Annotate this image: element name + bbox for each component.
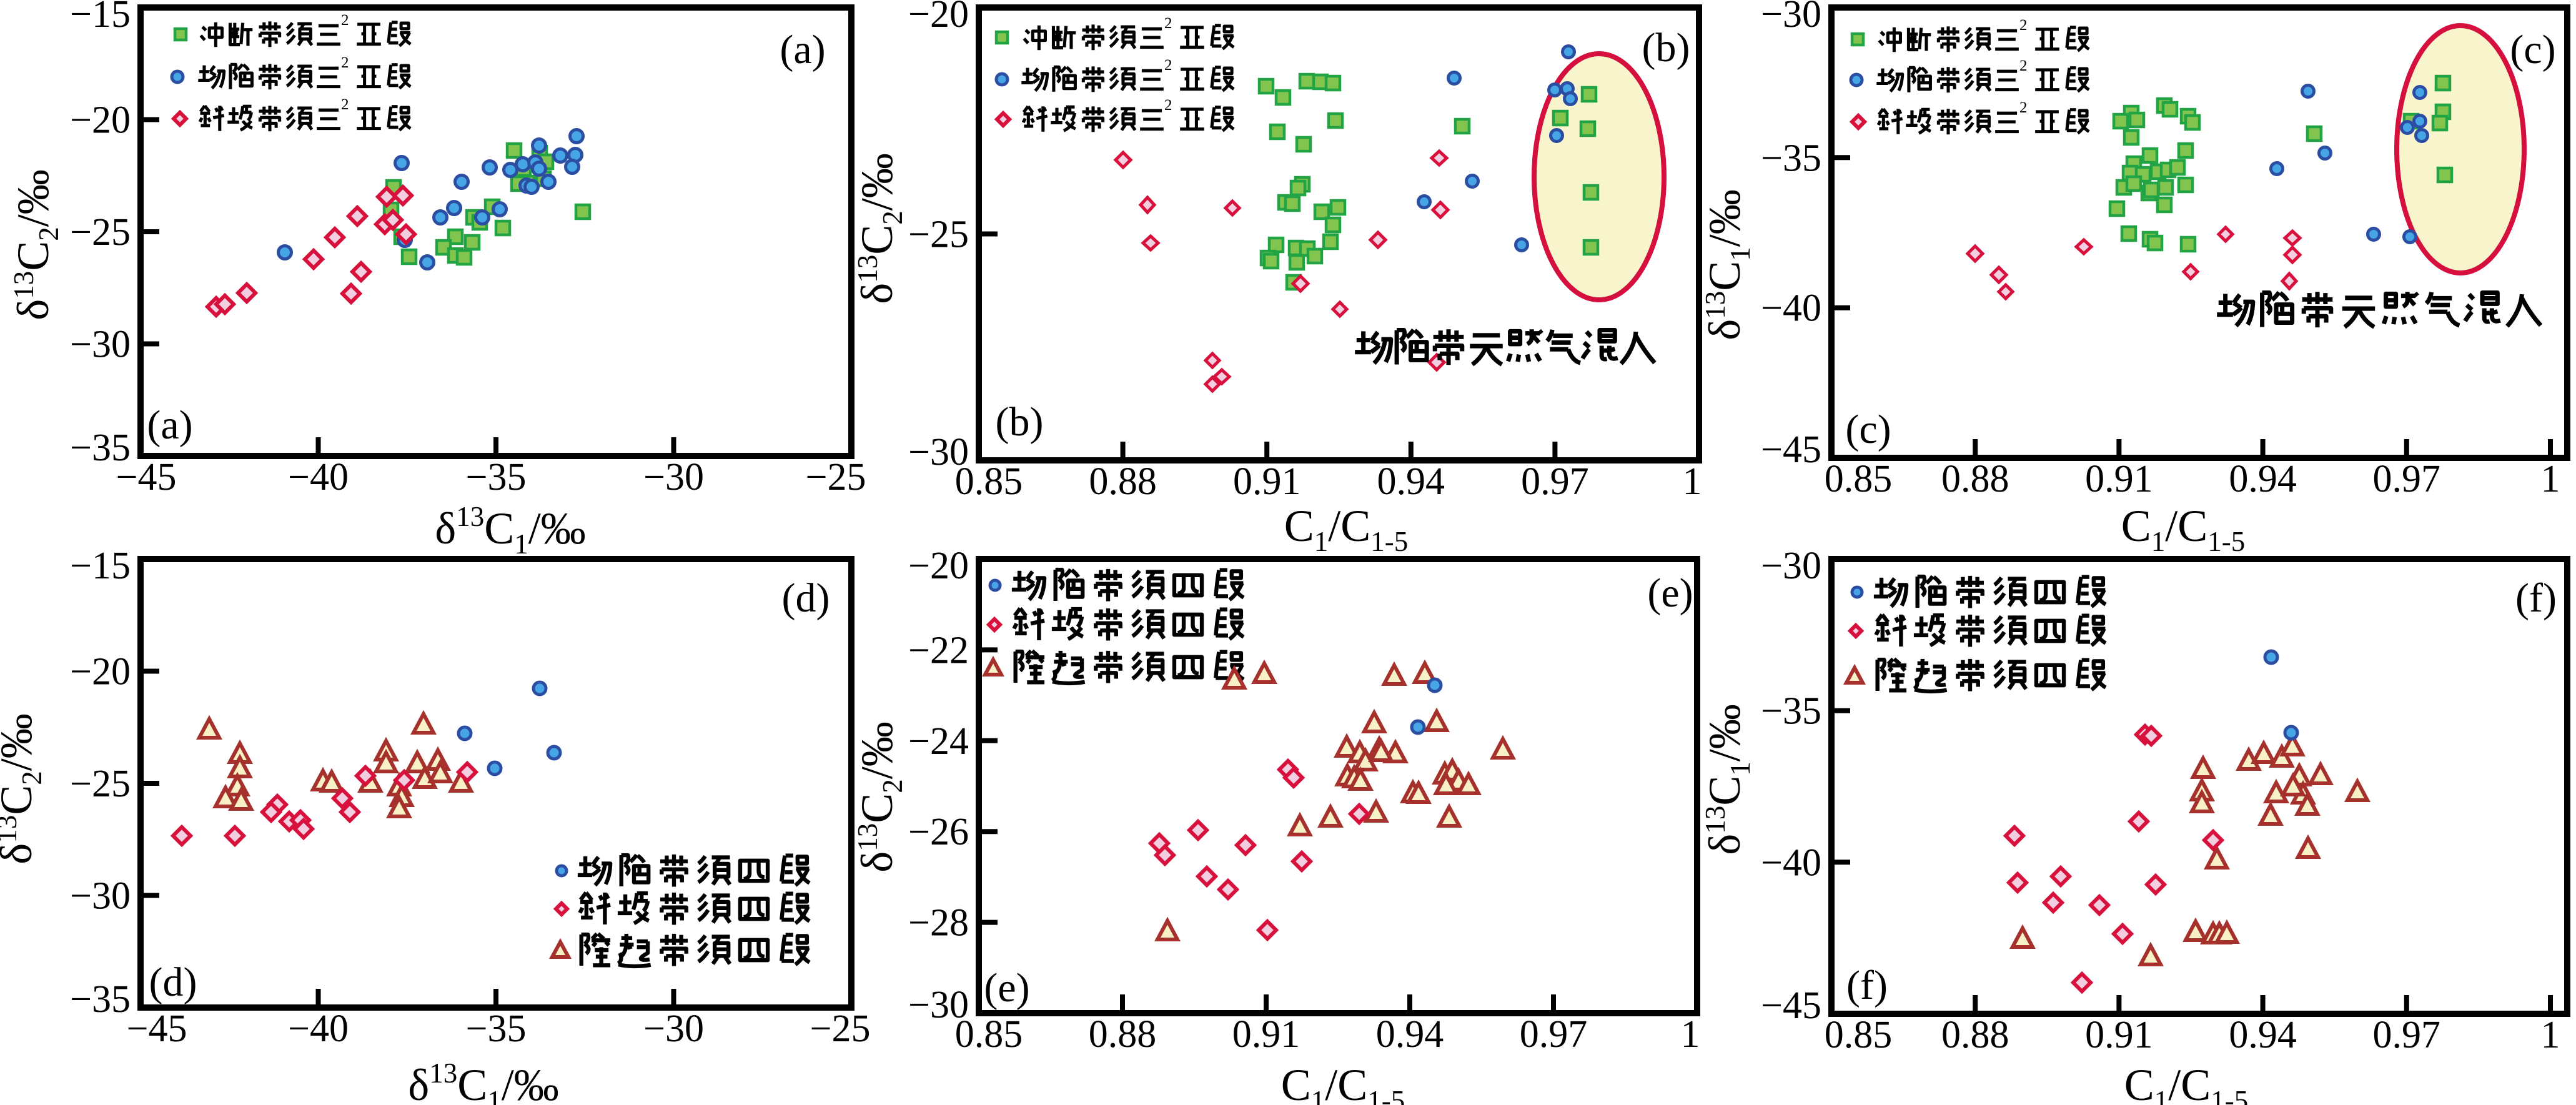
svg-text:−30: −30: [643, 1008, 704, 1050]
svg-text:−30: −30: [70, 875, 131, 918]
svg-text:0.88: 0.88: [1089, 460, 1157, 503]
svg-text:2: 2: [1164, 97, 1172, 114]
svg-text:0.94: 0.94: [2229, 1014, 2297, 1056]
svg-text:−40: −40: [288, 1008, 349, 1050]
svg-text:2: 2: [2019, 99, 2028, 116]
svg-text:−26: −26: [908, 811, 969, 853]
svg-text:(b): (b): [1642, 25, 1690, 71]
svg-text:−45: −45: [127, 1008, 187, 1050]
svg-text:(e): (e): [1647, 570, 1693, 616]
svg-text:−45: −45: [116, 456, 177, 498]
svg-text:δ13C1/‰: δ13C1/‰: [408, 1058, 558, 1105]
svg-text:1: 1: [2541, 1014, 2560, 1056]
svg-text:−30: −30: [1761, 0, 1821, 36]
svg-text:(d): (d): [149, 959, 197, 1005]
svg-text:−30: −30: [908, 984, 969, 1026]
svg-text:−30: −30: [70, 324, 131, 366]
svg-text:0.91: 0.91: [2085, 458, 2153, 500]
svg-text:(f): (f): [2515, 575, 2557, 621]
svg-text:0.97: 0.97: [2373, 458, 2441, 500]
svg-text:−20: −20: [908, 0, 969, 36]
svg-text:0.88: 0.88: [1941, 1014, 2009, 1056]
svg-text:0.85: 0.85: [955, 460, 1023, 503]
svg-text:δ13C1/‰: δ13C1/‰: [435, 501, 585, 560]
svg-text:−35: −35: [1761, 137, 1821, 179]
svg-text:C1/C1-5: C1/C1-5: [2121, 501, 2246, 557]
svg-text:0.91: 0.91: [2085, 1014, 2153, 1056]
svg-text:−30: −30: [1761, 545, 1821, 587]
svg-text:−15: −15: [70, 0, 131, 36]
svg-text:−35: −35: [466, 456, 527, 498]
svg-text:0.91: 0.91: [1233, 460, 1301, 503]
svg-text:2: 2: [1164, 15, 1172, 32]
svg-text:−35: −35: [70, 427, 131, 469]
svg-text:−30: −30: [908, 431, 969, 473]
svg-text:2: 2: [341, 12, 349, 29]
svg-text:0.97: 0.97: [2373, 1014, 2441, 1056]
svg-text:1: 1: [1683, 460, 1702, 503]
svg-text:−15: −15: [70, 545, 131, 587]
svg-text:(d): (d): [782, 575, 830, 621]
svg-text:0.97: 0.97: [1521, 460, 1589, 503]
svg-text:(f): (f): [1846, 963, 1888, 1008]
svg-text:2: 2: [2019, 57, 2028, 74]
svg-text:(b): (b): [996, 399, 1044, 445]
svg-text:0.91: 0.91: [1232, 1013, 1300, 1056]
svg-text:−30: −30: [643, 456, 704, 498]
svg-text:(a): (a): [147, 402, 192, 448]
svg-text:−35: −35: [1761, 690, 1821, 733]
svg-text:−22: −22: [908, 629, 969, 671]
svg-text:0.85: 0.85: [955, 1013, 1023, 1056]
svg-text:(c): (c): [1845, 407, 1891, 452]
svg-text:0.88: 0.88: [1941, 458, 2009, 500]
svg-text:δ13C2/‰: δ13C2/‰: [8, 169, 64, 320]
svg-text:−35: −35: [70, 978, 131, 1021]
svg-text:1: 1: [2541, 458, 2560, 500]
svg-text:−25: −25: [908, 214, 969, 256]
svg-text:(e): (e): [984, 965, 1029, 1011]
svg-text:0.94: 0.94: [2229, 458, 2297, 500]
svg-text:2: 2: [1164, 57, 1172, 74]
svg-text:(a): (a): [780, 27, 825, 72]
svg-text:−25: −25: [806, 456, 866, 498]
svg-text:2: 2: [341, 54, 349, 71]
svg-text:−25: −25: [70, 763, 131, 805]
svg-text:0.85: 0.85: [1825, 1014, 1893, 1056]
svg-text:0.94: 0.94: [1376, 1013, 1444, 1056]
svg-text:(c): (c): [2510, 27, 2555, 72]
svg-text:−20: −20: [70, 651, 131, 693]
svg-text:−20: −20: [70, 99, 131, 142]
svg-text:δ13C2/‰: δ13C2/‰: [852, 721, 908, 872]
svg-text:−28: −28: [908, 902, 969, 944]
svg-text:−45: −45: [1761, 984, 1821, 1027]
svg-text:−24: −24: [908, 720, 969, 763]
svg-text:1: 1: [1681, 1013, 1700, 1056]
svg-text:−25: −25: [810, 1008, 871, 1050]
svg-text:−40: −40: [1761, 841, 1821, 884]
svg-text:2: 2: [2019, 17, 2028, 34]
svg-text:−40: −40: [288, 456, 349, 498]
svg-text:−25: −25: [70, 211, 131, 254]
svg-text:0.97: 0.97: [1520, 1013, 1588, 1056]
svg-text:−35: −35: [466, 1008, 527, 1050]
svg-text:2: 2: [341, 96, 349, 113]
svg-text:−45: −45: [1761, 429, 1821, 471]
svg-text:−20: −20: [908, 545, 969, 587]
svg-text:0.85: 0.85: [1825, 458, 1893, 500]
svg-text:0.88: 0.88: [1089, 1013, 1157, 1056]
svg-text:−40: −40: [1761, 287, 1821, 330]
svg-text:0.94: 0.94: [1377, 460, 1445, 503]
